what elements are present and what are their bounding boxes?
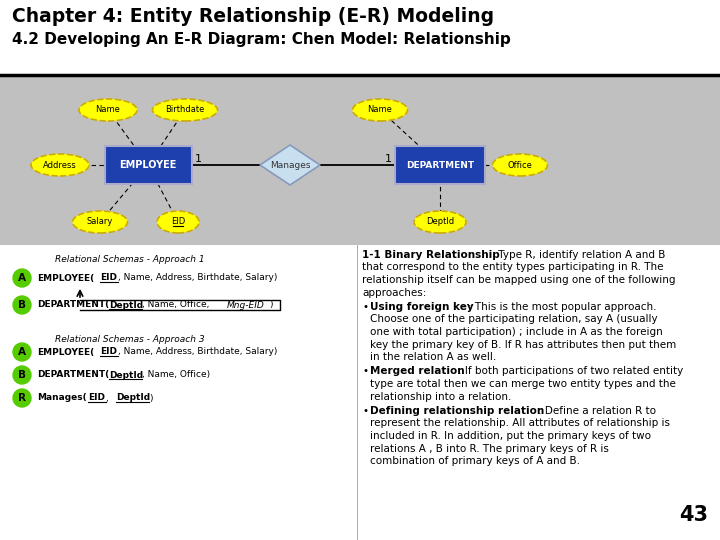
- Text: EID: EID: [171, 218, 185, 226]
- Text: key the primary key of B. If R has attributes then put them: key the primary key of B. If R has attri…: [370, 340, 676, 349]
- Text: : This is the most popular approach.: : This is the most popular approach.: [468, 302, 657, 312]
- FancyBboxPatch shape: [0, 0, 720, 75]
- Text: EMPLOYEE: EMPLOYEE: [120, 160, 176, 170]
- Circle shape: [13, 389, 31, 407]
- Text: EMPLOYEE(: EMPLOYEE(: [37, 348, 94, 356]
- Text: 1: 1: [195, 154, 202, 164]
- Ellipse shape: [492, 154, 547, 176]
- Text: relationship itself can be mapped using one of the following: relationship itself can be mapped using …: [362, 275, 675, 285]
- Text: , Name, Office,: , Name, Office,: [142, 300, 212, 309]
- Text: Birthdate: Birthdate: [166, 105, 204, 114]
- Text: A: A: [18, 347, 26, 357]
- Text: DeptId: DeptId: [116, 394, 150, 402]
- Text: , Name, Address, Birthdate, Salary): , Name, Address, Birthdate, Salary): [118, 348, 277, 356]
- Text: : Define a relation R to: : Define a relation R to: [538, 406, 656, 416]
- Text: Salary: Salary: [87, 218, 113, 226]
- Text: Deptld: Deptld: [426, 218, 454, 226]
- Text: , Name, Office): , Name, Office): [142, 370, 210, 380]
- Text: Address: Address: [43, 160, 77, 170]
- Text: approaches:: approaches:: [362, 287, 426, 298]
- Text: Manages: Manages: [270, 160, 310, 170]
- Text: that correspond to the entity types participating in R. The: that correspond to the entity types part…: [362, 262, 664, 273]
- Text: included in R. In addition, put the primary keys of two: included in R. In addition, put the prim…: [370, 431, 651, 441]
- Text: EID: EID: [88, 394, 105, 402]
- Polygon shape: [260, 145, 320, 185]
- Circle shape: [13, 296, 31, 314]
- Text: , Name, Address, Birthdate, Salary): , Name, Address, Birthdate, Salary): [118, 273, 277, 282]
- Text: relations A , B into R. The primary keys of R is: relations A , B into R. The primary keys…: [370, 443, 609, 454]
- Text: EID: EID: [100, 273, 117, 282]
- Text: Using foreign key: Using foreign key: [370, 302, 474, 312]
- Ellipse shape: [79, 99, 137, 121]
- Text: •: •: [362, 367, 368, 376]
- Text: Type R, identify relation A and B: Type R, identify relation A and B: [495, 250, 665, 260]
- Text: Name: Name: [368, 105, 392, 114]
- Text: DEPARTMENT(: DEPARTMENT(: [37, 300, 109, 309]
- Text: DeptId: DeptId: [109, 300, 143, 309]
- Text: B: B: [18, 370, 26, 380]
- Text: •: •: [362, 406, 368, 416]
- Text: ,: ,: [106, 394, 112, 402]
- Text: •: •: [362, 302, 368, 312]
- Text: 1-1 Binary Relationship: 1-1 Binary Relationship: [362, 250, 500, 260]
- Text: 43: 43: [679, 505, 708, 525]
- Ellipse shape: [31, 154, 89, 176]
- Text: Relational Schemas - Approach 1: Relational Schemas - Approach 1: [55, 255, 204, 264]
- Text: A: A: [18, 273, 26, 283]
- Text: type are total then we can merge two entity types and the: type are total then we can merge two ent…: [370, 379, 676, 389]
- Text: EID: EID: [100, 348, 117, 356]
- Text: Relational Schemas - Approach 3: Relational Schemas - Approach 3: [55, 335, 204, 344]
- Text: Chapter 4: Entity Relationship (E-R) Modeling: Chapter 4: Entity Relationship (E-R) Mod…: [12, 7, 494, 26]
- Text: R: R: [18, 393, 26, 403]
- Bar: [0, 75, 720, 245]
- Text: combination of primary keys of A and B.: combination of primary keys of A and B.: [370, 456, 580, 466]
- Ellipse shape: [153, 99, 217, 121]
- Text: represent the relationship. All attributes of relationship is: represent the relationship. All attribut…: [370, 418, 670, 429]
- Text: Office: Office: [508, 160, 532, 170]
- Text: relationship into a relation.: relationship into a relation.: [370, 392, 511, 402]
- Text: ): ): [149, 394, 153, 402]
- Circle shape: [13, 343, 31, 361]
- Text: DEPARTMENT: DEPARTMENT: [406, 160, 474, 170]
- Circle shape: [13, 269, 31, 287]
- Text: B: B: [18, 300, 26, 310]
- Text: Manages(: Manages(: [37, 394, 86, 402]
- Text: 4.2 Developing An E-R Diagram: Chen Model: Relationship: 4.2 Developing An E-R Diagram: Chen Mode…: [12, 32, 510, 47]
- FancyBboxPatch shape: [395, 146, 485, 184]
- FancyBboxPatch shape: [104, 146, 192, 184]
- Text: Name: Name: [96, 105, 120, 114]
- Text: : If both participations of two related entity: : If both participations of two related …: [458, 367, 683, 376]
- Text: 1: 1: [384, 154, 392, 164]
- Text: EMPLOYEE(: EMPLOYEE(: [37, 273, 94, 282]
- Text: in the relation A as well.: in the relation A as well.: [370, 352, 496, 362]
- Text: Defining relationship relation: Defining relationship relation: [370, 406, 544, 416]
- Text: DeptId: DeptId: [109, 370, 143, 380]
- Text: Choose one of the participating relation, say A (usually: Choose one of the participating relation…: [370, 314, 657, 325]
- Ellipse shape: [414, 211, 466, 233]
- Ellipse shape: [157, 211, 199, 233]
- Circle shape: [13, 366, 31, 384]
- Text: one with total participation) ; include in A as the foreign: one with total participation) ; include …: [370, 327, 662, 337]
- Text: Mng-EID: Mng-EID: [227, 300, 265, 309]
- Text: ): ): [269, 300, 272, 309]
- Text: DEPARTMENT(: DEPARTMENT(: [37, 370, 109, 380]
- Ellipse shape: [353, 99, 408, 121]
- Ellipse shape: [73, 211, 127, 233]
- Text: Merged relation: Merged relation: [370, 367, 464, 376]
